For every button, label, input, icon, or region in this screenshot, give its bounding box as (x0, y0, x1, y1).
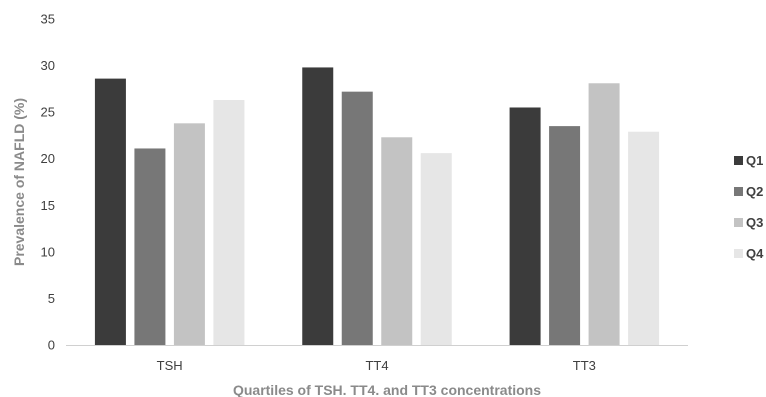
bars (94, 67, 660, 346)
y-axis-title: Prevalence of NAFLD (%) (11, 98, 27, 266)
legend-label-q2: Q2 (746, 184, 763, 199)
bar-q1-tt4 (302, 67, 334, 345)
legend-label-q3: Q3 (746, 215, 763, 230)
bar-q1-tsh (94, 78, 126, 346)
category-labels: TSH TT4 TT3 (157, 358, 596, 373)
legend-swatch-q4 (734, 249, 743, 258)
bar-q2-tt3 (549, 126, 581, 345)
legend-label-q1: Q1 (746, 153, 763, 168)
y-tick-label: 25 (41, 105, 55, 120)
bar-q3-tt4 (381, 137, 413, 345)
bar-q2-tt4 (341, 91, 373, 345)
y-tick-label: 30 (41, 58, 55, 73)
bar-q3-tt3 (588, 83, 620, 346)
bar-q4-tt3 (628, 131, 660, 345)
legend-swatch-q1 (734, 156, 743, 165)
x-category-label: TSH (157, 358, 183, 373)
bar-q2-tsh (134, 148, 166, 345)
legend: Q1 Q2 Q3 Q4 (734, 153, 764, 261)
bar-q4-tt4 (420, 153, 452, 345)
bar-q1-tt3 (509, 107, 541, 345)
x-category-label: TT4 (365, 358, 388, 373)
y-tick-label: 5 (48, 291, 55, 306)
y-axis-ticks: 0 5 10 15 20 25 30 35 (41, 12, 55, 353)
bar-q4-tsh (213, 100, 245, 345)
x-category-label: TT3 (573, 358, 596, 373)
y-tick-label: 15 (41, 198, 55, 213)
legend-swatch-q2 (734, 187, 743, 196)
y-tick-label: 10 (41, 244, 55, 259)
y-tick-label: 0 (48, 338, 55, 353)
bar-q3-tsh (173, 123, 205, 345)
legend-swatch-q3 (734, 218, 743, 227)
y-tick-label: 35 (41, 12, 55, 27)
y-tick-label: 20 (41, 151, 55, 166)
legend-label-q4: Q4 (746, 246, 764, 261)
x-axis-title: Quartiles of TSH. TT4. and TT3 concentra… (233, 382, 541, 397)
